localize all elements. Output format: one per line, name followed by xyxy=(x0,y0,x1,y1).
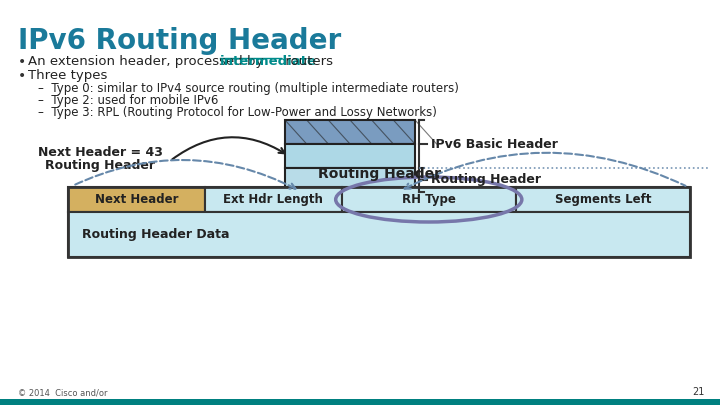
FancyBboxPatch shape xyxy=(285,120,415,144)
Text: Routing Header: Routing Header xyxy=(318,167,441,181)
Text: Next Header: Next Header xyxy=(94,193,178,206)
Text: routers: routers xyxy=(281,55,333,68)
FancyBboxPatch shape xyxy=(516,187,690,212)
Text: An extension header, processed by: An extension header, processed by xyxy=(28,55,268,68)
Text: –  Type 3: RPL (Routing Protocol for Low-Power and Lossy Networks): – Type 3: RPL (Routing Protocol for Low-… xyxy=(38,106,437,119)
Text: © 2014  Cisco and/or: © 2014 Cisco and/or xyxy=(18,388,107,397)
Text: IPv6 Basic Header: IPv6 Basic Header xyxy=(431,138,558,151)
Text: Ext Hdr Length: Ext Hdr Length xyxy=(223,193,323,206)
Text: Routing Header: Routing Header xyxy=(45,160,155,173)
Text: •: • xyxy=(18,55,26,69)
Text: Routing Header: Routing Header xyxy=(431,173,541,186)
Text: –  Type 0: similar to IPv4 source routing (multiple intermediate routers): – Type 0: similar to IPv4 source routing… xyxy=(38,82,459,95)
FancyBboxPatch shape xyxy=(68,212,690,257)
Text: IPv6 Routing Header: IPv6 Routing Header xyxy=(18,27,341,55)
FancyBboxPatch shape xyxy=(205,187,342,212)
FancyBboxPatch shape xyxy=(285,144,415,168)
FancyBboxPatch shape xyxy=(342,187,516,212)
Text: 21: 21 xyxy=(693,387,705,397)
Text: Segments Left: Segments Left xyxy=(554,193,651,206)
Text: Next Header = 43: Next Header = 43 xyxy=(37,147,163,160)
Text: –  Type 2: used for mobile IPv6: – Type 2: used for mobile IPv6 xyxy=(38,94,218,107)
FancyBboxPatch shape xyxy=(285,168,415,192)
Text: •: • xyxy=(18,69,26,83)
Text: RH Type: RH Type xyxy=(402,193,456,206)
FancyBboxPatch shape xyxy=(68,187,205,212)
Text: intermediate: intermediate xyxy=(220,55,317,68)
Text: Three types: Three types xyxy=(28,69,107,82)
FancyBboxPatch shape xyxy=(0,399,720,405)
Text: Routing Header Data: Routing Header Data xyxy=(82,228,230,241)
